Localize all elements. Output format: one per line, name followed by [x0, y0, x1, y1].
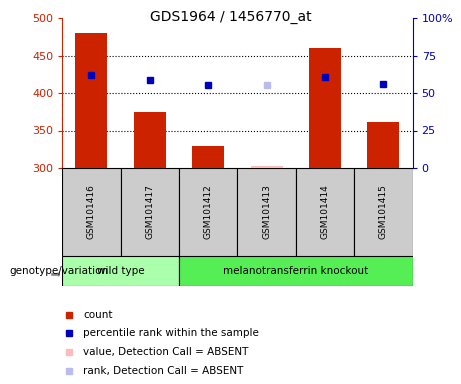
Bar: [121, 168, 179, 256]
Bar: [75, 33, 107, 168]
Bar: [251, 166, 283, 168]
Bar: [192, 146, 225, 168]
Text: count: count: [83, 310, 113, 319]
Text: GSM101414: GSM101414: [320, 185, 330, 239]
Bar: [179, 168, 237, 256]
Text: percentile rank within the sample: percentile rank within the sample: [83, 328, 259, 338]
Text: GSM101416: GSM101416: [87, 185, 96, 240]
Bar: [134, 112, 166, 168]
Text: GSM101417: GSM101417: [145, 185, 154, 240]
Text: genotype/variation: genotype/variation: [9, 266, 108, 276]
Bar: [179, 256, 413, 286]
Text: wild type: wild type: [97, 266, 144, 276]
Text: GSM101415: GSM101415: [379, 185, 388, 240]
Bar: [62, 256, 179, 286]
Text: GDS1964 / 1456770_at: GDS1964 / 1456770_at: [150, 10, 311, 23]
Bar: [62, 168, 121, 256]
Text: value, Detection Call = ABSENT: value, Detection Call = ABSENT: [83, 347, 248, 357]
FancyArrow shape: [51, 272, 61, 277]
Text: rank, Detection Call = ABSENT: rank, Detection Call = ABSENT: [83, 366, 243, 376]
Text: GSM101412: GSM101412: [204, 185, 213, 239]
Bar: [309, 48, 341, 168]
Bar: [237, 168, 296, 256]
Text: GSM101413: GSM101413: [262, 185, 271, 240]
Text: melanotransferrin knockout: melanotransferrin knockout: [223, 266, 368, 276]
Bar: [251, 166, 283, 168]
Bar: [367, 121, 399, 168]
Bar: [354, 168, 413, 256]
Bar: [296, 168, 354, 256]
